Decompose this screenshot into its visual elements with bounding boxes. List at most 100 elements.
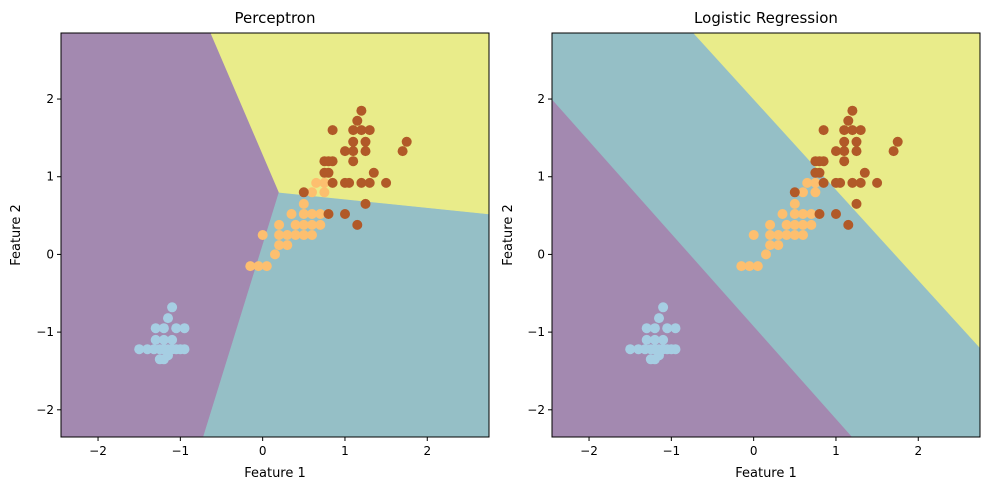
perceptron-point-class-2 <box>323 209 334 219</box>
perceptron-panel: −2 −1 0 1 2 −2 −1 0 1 2 Perceptron Feature 1 Fea… <box>9 9 490 481</box>
logistic-regression-x-tick-label: −2 <box>580 444 598 458</box>
logistic-regression-point-class-0 <box>649 323 660 334</box>
logistic-regression-point-class-1 <box>798 219 808 230</box>
logistic-regression-point-class-1 <box>789 198 800 209</box>
logistic-regression-point-class-2 <box>814 156 825 167</box>
logistic-regression-point-class-1 <box>744 261 755 272</box>
logistic-regression-point-class-0 <box>670 323 681 334</box>
perceptron-point-class-0 <box>134 344 145 355</box>
logistic-regression-point-class-2 <box>818 125 829 136</box>
perceptron-point-class-2 <box>323 167 334 178</box>
perceptron-point-class-2 <box>348 125 359 136</box>
perceptron-point-class-1 <box>270 249 280 260</box>
perceptron-point-class-2 <box>360 198 371 209</box>
logistic-regression-point-class-0 <box>654 350 664 361</box>
perceptron-y-tick-label: −2 <box>36 403 54 417</box>
perceptron-point-class-1 <box>298 209 309 219</box>
perceptron-point-class-2 <box>360 136 371 147</box>
perceptron-point-class-0 <box>158 323 169 334</box>
perceptron-point-class-0 <box>179 344 190 355</box>
perceptron-point-class-2 <box>381 177 392 188</box>
perceptron-point-class-2 <box>352 219 363 230</box>
logistic-regression-x-tick-label: −1 <box>662 444 680 458</box>
logistic-regression-point-class-0 <box>649 334 660 345</box>
logistic-regression-x-tick-label: 0 <box>750 444 758 458</box>
perceptron-point-class-1 <box>311 177 322 188</box>
perceptron-point-class-0 <box>167 334 178 345</box>
logistic-regression-point-class-1 <box>789 230 800 240</box>
logistic-regression-point-class-2 <box>814 209 825 219</box>
logistic-regression-point-class-1 <box>773 240 784 251</box>
perceptron-point-class-1 <box>245 261 256 272</box>
logistic-regression-point-class-2 <box>839 146 850 157</box>
logistic-regression-point-class-1 <box>806 219 817 230</box>
logistic-regression-point-class-2 <box>855 125 866 136</box>
logistic-regression-point-class-0 <box>625 344 636 355</box>
perceptron-point-class-1 <box>261 261 272 272</box>
logistic-regression-x-tick-label: 2 <box>914 444 922 458</box>
logistic-regression-region-class-2 <box>693 33 980 349</box>
perceptron-point-class-0 <box>163 350 173 361</box>
perceptron-point-class-1 <box>315 209 326 219</box>
perceptron-x-axis-label: Feature 1 <box>244 466 306 481</box>
perceptron-point-class-2 <box>397 146 408 157</box>
logistic-regression-point-class-1 <box>798 187 808 198</box>
logistic-regression-point-class-1 <box>781 230 792 240</box>
perceptron-point-class-2 <box>340 209 350 219</box>
logistic-regression-point-class-0 <box>658 334 669 345</box>
perceptron-point-class-2 <box>327 177 338 188</box>
logistic-regression-y-axis-label: Feature 2 <box>501 204 516 266</box>
perceptron-point-class-1 <box>307 187 317 198</box>
perceptron-point-class-2 <box>344 177 355 188</box>
perceptron-point-class-1 <box>307 230 317 240</box>
perceptron-point-class-2 <box>298 187 309 198</box>
perceptron-y-axis-label: Feature 2 <box>9 204 24 266</box>
logistic-regression-point-class-2 <box>892 136 903 147</box>
perceptron-point-class-2 <box>348 136 359 147</box>
logistic-regression-y-tick-label: −2 <box>527 403 545 417</box>
logistic-regression-point-class-0 <box>658 302 669 313</box>
perceptron-point-class-2 <box>327 125 338 136</box>
logistic-regression-point-class-2 <box>831 209 841 219</box>
perceptron-point-class-1 <box>290 219 301 230</box>
perceptron-point-class-2 <box>323 156 334 167</box>
logistic-regression-y-tick-label: 0 <box>537 247 545 261</box>
perceptron-point-class-1 <box>298 198 309 209</box>
perceptron-point-class-1 <box>253 261 264 272</box>
perceptron-point-class-0 <box>179 323 190 334</box>
logistic-regression-point-class-2 <box>839 125 850 136</box>
logistic-regression-point-class-1 <box>789 219 800 230</box>
perceptron-point-class-2 <box>360 146 371 157</box>
logistic-regression-point-class-1 <box>810 177 821 188</box>
perceptron-point-class-1 <box>274 240 285 251</box>
logistic-regression-point-class-1 <box>806 209 817 219</box>
perceptron-point-class-2 <box>348 146 359 157</box>
logistic-regression-point-class-1 <box>777 209 788 219</box>
perceptron-axes-frame <box>60 32 490 438</box>
logistic-regression-axes-frame <box>551 32 981 438</box>
perceptron-point-class-2 <box>356 177 367 188</box>
logistic-regression-point-class-2 <box>847 125 858 136</box>
perceptron-point-class-2 <box>356 105 367 116</box>
logistic-regression-point-class-1 <box>789 209 800 219</box>
perceptron-point-class-0 <box>158 334 169 345</box>
logistic-regression-point-class-1 <box>773 230 784 240</box>
perceptron-point-class-1 <box>282 230 293 240</box>
logistic-regression-point-class-2 <box>814 167 825 178</box>
logistic-regression-x-tick-label: 1 <box>832 444 840 458</box>
perceptron-point-class-1 <box>282 240 293 251</box>
perceptron-y-ticks: −2 −1 0 1 2 <box>36 92 61 417</box>
logistic-regression-point-class-0 <box>654 313 664 324</box>
perceptron-x-tick-label: 2 <box>423 444 431 458</box>
perceptron-point-class-2 <box>356 125 367 136</box>
perceptron-point-class-2 <box>364 177 375 188</box>
logistic-regression-point-class-2 <box>843 219 854 230</box>
perceptron-point-class-2 <box>368 167 379 178</box>
perceptron-x-ticks: −2 −1 0 1 2 <box>89 437 431 458</box>
logistic-regression-point-class-1 <box>802 177 813 188</box>
logistic-regression-point-class-1 <box>765 230 776 240</box>
logistic-regression-point-class-1 <box>748 230 759 240</box>
logistic-regression-point-class-0 <box>641 334 652 345</box>
perceptron-point-class-1 <box>307 219 317 230</box>
logistic-regression-point-class-1 <box>752 261 763 272</box>
